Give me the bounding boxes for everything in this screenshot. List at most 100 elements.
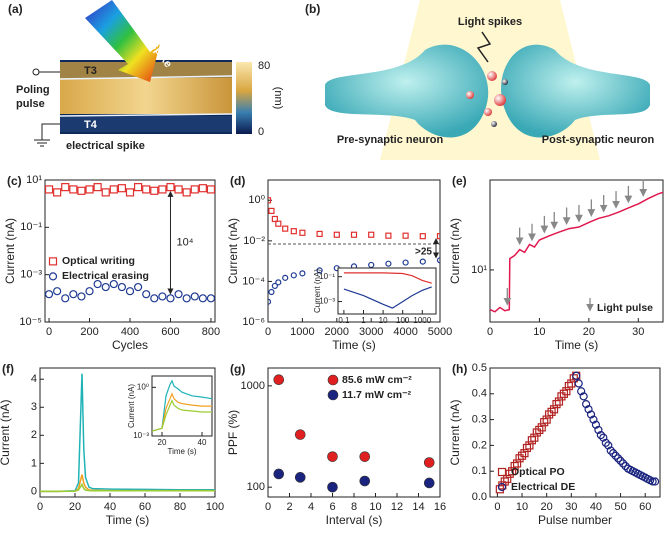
marker [540, 418, 549, 427]
marker [61, 183, 70, 192]
x-tick-label: 8 [351, 501, 357, 513]
y-tick-label: 10⁰ [137, 382, 149, 391]
marker [609, 449, 618, 458]
y-tick-label: 0.1 [472, 465, 487, 477]
marker [402, 232, 409, 239]
wire [41, 123, 60, 140]
x-tick-label: 200 [80, 326, 98, 338]
x-tick-label: 60 [139, 501, 151, 513]
inset: 20 40 10⁻³ 10⁰ Time (s) Current (nA) [127, 375, 213, 456]
marker [557, 392, 566, 401]
marker [527, 436, 536, 445]
x-tick-label: 600 [161, 326, 179, 338]
marker [596, 430, 605, 440]
x-tick-label: 20 [583, 326, 595, 338]
marker [359, 475, 371, 487]
edge [59, 113, 233, 117]
x-tick-label: 2000 [325, 326, 349, 338]
panel-label: (c) [7, 174, 22, 188]
vesicle [484, 108, 492, 116]
marker [423, 457, 435, 468]
marker [158, 292, 167, 301]
panel-label: (g) [230, 362, 245, 376]
marker [190, 292, 199, 301]
x-tick-label: 14 [412, 501, 424, 513]
marker [368, 261, 375, 269]
data-layer [152, 379, 212, 432]
marker [545, 410, 554, 419]
y-axis-label: Current (nA) [127, 384, 136, 428]
marker [117, 184, 127, 193]
marker [69, 290, 78, 299]
colorbar-tick: 0 [258, 126, 264, 138]
marker [316, 230, 323, 238]
plot-area [267, 367, 441, 498]
panel-label: (h) [452, 362, 467, 376]
marker [77, 292, 86, 301]
marker [109, 279, 118, 289]
marker [133, 183, 143, 192]
marker [594, 425, 603, 435]
marker [117, 282, 127, 292]
legend-label: Electrical DE [511, 481, 575, 493]
marker [589, 415, 598, 424]
panel-label: (b) [305, 2, 320, 16]
marker [101, 282, 110, 292]
data-line [152, 392, 212, 432]
marker [299, 270, 306, 277]
x-tick-label: 6 [329, 501, 335, 513]
marker [517, 451, 527, 460]
x-tick-label: 2 [286, 501, 292, 513]
marker [559, 389, 569, 398]
y-tick-label: 10⁻³ [319, 297, 335, 306]
panel-label: (f) [2, 362, 14, 376]
x-tick-label: 4000 [393, 326, 417, 338]
x-tick-label: 40 [198, 438, 207, 447]
x-axis-label: Cycles [112, 338, 148, 352]
y-tick-label: 100 [247, 481, 265, 493]
marker [69, 185, 78, 194]
y-tick-label: 10⁻⁴ [242, 275, 265, 287]
legend-label: 85.6 mW cm⁻² [342, 374, 412, 386]
x-tick-label: 1000 [413, 316, 431, 325]
marker [497, 482, 507, 492]
marker [385, 260, 392, 267]
vesicle [491, 121, 497, 127]
marker [423, 477, 435, 489]
marker [515, 454, 524, 463]
marker [125, 287, 135, 296]
marker [166, 294, 175, 303]
terminal [32, 68, 40, 76]
marker [611, 451, 620, 460]
marker [282, 225, 289, 232]
marker [586, 410, 596, 419]
marker [206, 294, 215, 303]
marker [53, 188, 62, 197]
marker [419, 258, 426, 265]
marker [577, 387, 586, 396]
marker [562, 387, 571, 396]
x-tick-label: 40 [104, 501, 116, 513]
marker [616, 456, 625, 465]
marker [552, 400, 561, 409]
x-tick-label: 1000 [290, 326, 314, 338]
marker [535, 425, 544, 435]
marker [206, 185, 215, 194]
marker [150, 294, 159, 303]
neuron-label: Pre-synaptic neuron [337, 134, 444, 146]
marker [581, 400, 591, 409]
marker [333, 231, 340, 238]
y-tick-label: 10⁻¹ [319, 272, 335, 281]
data-layer [495, 371, 660, 494]
marker [604, 441, 613, 450]
data-line [152, 399, 212, 432]
electrode-t4 [60, 116, 232, 132]
y-axis-label: Current (nA) [448, 399, 462, 465]
light-arrow [85, 0, 160, 82]
y-axis-label: Current (nA) [226, 218, 240, 284]
y-tick-label: 1000 [241, 380, 265, 392]
x-tick-label: 0 [37, 501, 43, 513]
marker [510, 461, 519, 471]
marker [77, 186, 86, 195]
